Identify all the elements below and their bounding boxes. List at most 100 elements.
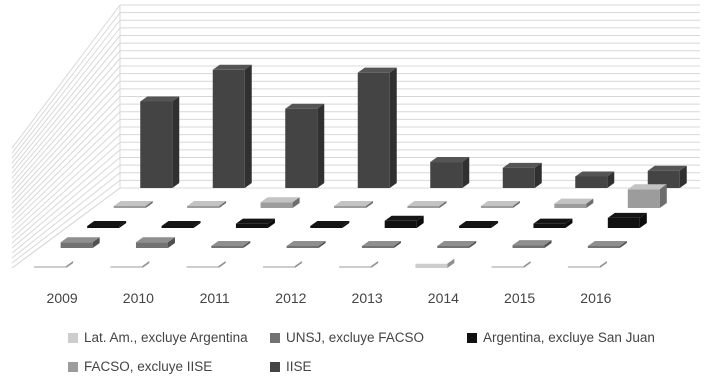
legend-label: IISE: [286, 359, 312, 374]
bar-top: [407, 201, 447, 206]
bar-top: [286, 241, 326, 246]
bar-side: [447, 258, 455, 268]
bar: [607, 217, 640, 228]
bar-side: [586, 198, 594, 208]
bar: [437, 246, 470, 248]
bar-side: [243, 241, 251, 248]
bar: [587, 246, 620, 248]
bar: [186, 266, 219, 268]
bar-side: [491, 221, 499, 228]
gridline-side: [11, 172, 121, 259]
bar: [262, 266, 295, 268]
bar-top: [34, 261, 74, 266]
bar: [260, 202, 293, 208]
bar-side: [292, 197, 300, 208]
bar-top: [140, 96, 180, 102]
bar-top: [512, 240, 552, 246]
bar: [212, 69, 245, 188]
bar-side: [565, 218, 573, 228]
bar-top: [415, 258, 455, 264]
gridline-side: [11, 65, 121, 189]
bar-side: [119, 221, 127, 228]
x-tick-label: 2013: [352, 290, 383, 306]
bar-side: [512, 201, 520, 208]
gridline-side: [11, 19, 121, 159]
bar: [161, 226, 194, 228]
legend-label: UNSJ, excluye FACSO: [286, 330, 425, 345]
bar-top: [110, 261, 150, 266]
bar-side: [619, 241, 627, 248]
bar: [286, 246, 319, 248]
bar: [135, 242, 168, 248]
bar-side: [219, 201, 227, 208]
bar-side: [639, 212, 647, 228]
bar-top: [310, 221, 350, 226]
bar: [310, 226, 343, 228]
bar-side: [679, 165, 687, 188]
gridline-side: [11, 164, 121, 254]
bar-top: [647, 165, 687, 171]
bar: [60, 242, 93, 248]
bar-top: [607, 212, 647, 218]
bar: [575, 176, 608, 188]
bar: [430, 162, 463, 188]
bar: [187, 206, 220, 208]
bar-side: [599, 261, 607, 268]
bar-side: [167, 237, 175, 248]
bar-side: [366, 201, 374, 208]
bar-side: [317, 103, 325, 188]
bar-side: [342, 221, 350, 228]
bar: [334, 206, 367, 208]
bar-top: [135, 237, 175, 243]
bar-top: [357, 67, 397, 73]
bar-top: [285, 103, 325, 109]
bar-side: [607, 171, 615, 188]
gridline-side: [11, 96, 121, 209]
bar: [502, 167, 535, 188]
bar-side: [659, 184, 667, 208]
bar-side: [534, 162, 542, 188]
legend-label: Lat. Am., excluye Argentina: [84, 330, 248, 345]
bar: [567, 266, 600, 268]
bar-side: [523, 261, 531, 268]
gridline-side: [11, 42, 121, 174]
bar-top: [587, 241, 627, 246]
bar: [361, 246, 394, 248]
bar: [480, 206, 513, 208]
gridline-side: [11, 119, 121, 224]
gridline-side: [11, 88, 121, 204]
bar-top: [260, 197, 300, 203]
bar-side: [544, 240, 552, 248]
bar-top: [361, 241, 401, 246]
bar: [647, 170, 680, 188]
bar-side: [218, 261, 226, 268]
bar-side: [267, 218, 275, 228]
bar-side: [371, 261, 379, 268]
gridline-side: [11, 126, 121, 229]
bar-side: [469, 241, 477, 248]
gridline-side: [11, 80, 121, 199]
bar: [491, 266, 524, 268]
floor-edge: [11, 187, 121, 269]
bar: [357, 72, 390, 188]
bar-side: [439, 201, 447, 208]
bar-top: [491, 261, 531, 266]
bar-top: [334, 201, 374, 206]
legend-item: FACSO, excluye IISE: [68, 359, 212, 374]
x-tick-label: 2010: [123, 290, 154, 306]
bar-side: [389, 67, 397, 188]
bar-side: [142, 261, 150, 268]
legend-swatch: [270, 361, 280, 372]
legend-swatch: [68, 361, 78, 372]
x-tick-label: 2012: [275, 290, 306, 306]
bar-side: [193, 221, 201, 228]
bar-top: [60, 237, 100, 243]
bar-side: [462, 157, 470, 188]
bar-top: [186, 261, 226, 266]
gridline-side: [11, 73, 121, 194]
gridline-side: [11, 35, 121, 169]
bar: [384, 220, 417, 228]
gridline-side: [11, 141, 121, 239]
bar-top: [161, 221, 201, 226]
